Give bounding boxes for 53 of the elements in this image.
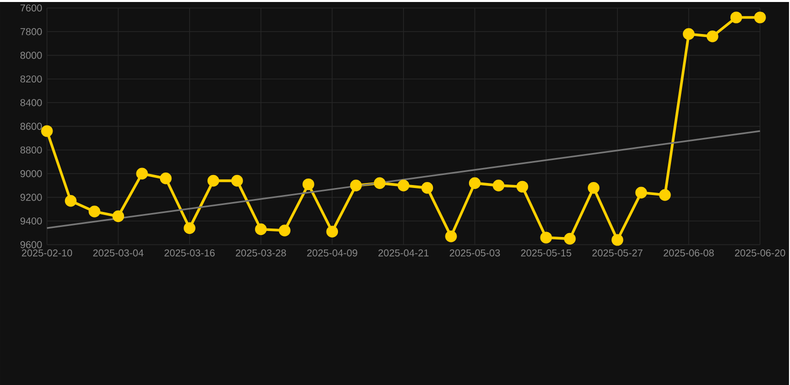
y-tick-label: 8400 <box>20 98 42 106</box>
point <box>231 174 243 186</box>
point <box>492 179 504 192</box>
point <box>88 205 100 218</box>
x-tick-label: 2025-06-20 <box>734 249 786 256</box>
point <box>516 180 528 192</box>
x-tick-label: 2025-06-08 <box>664 249 714 256</box>
point <box>682 28 695 40</box>
point <box>41 124 53 137</box>
point <box>302 178 314 190</box>
point <box>612 234 624 246</box>
x-tick-label: 2025-03-16 <box>164 249 215 256</box>
point <box>468 177 481 189</box>
point <box>706 30 718 42</box>
point <box>445 230 457 242</box>
x-tick-label: 2025-03-28 <box>236 249 286 256</box>
y-tick-label: 9000 <box>20 170 42 177</box>
point <box>398 179 410 192</box>
point <box>64 194 77 207</box>
x-tick-label: 2025-03-04 <box>93 249 144 256</box>
point <box>350 179 362 192</box>
point <box>588 182 600 194</box>
point <box>184 222 196 234</box>
x-tick-label: 2025-05-27 <box>592 249 642 256</box>
point <box>255 223 267 235</box>
x-tick-label: 2025-04-09 <box>307 249 358 256</box>
point <box>136 168 148 180</box>
point <box>112 210 124 222</box>
point <box>374 177 386 189</box>
point <box>635 186 648 198</box>
y-tick-label: 9200 <box>20 194 42 201</box>
point <box>730 11 742 24</box>
point <box>659 188 671 201</box>
y-tick-label: 9400 <box>20 217 42 224</box>
point <box>278 224 290 236</box>
y-tick-label: 7800 <box>20 28 42 35</box>
point <box>421 182 434 194</box>
x-tick-label: 2025-05-03 <box>450 249 500 256</box>
y-tick-label: 8600 <box>20 122 42 130</box>
point <box>160 172 172 184</box>
y-tick-label: 9600 <box>20 240 42 248</box>
y-tick-label: 7600 <box>20 4 42 12</box>
x-tick-label: 2025-02-10 <box>22 249 72 256</box>
point <box>207 174 220 186</box>
y-tick-label: 8200 <box>20 75 42 82</box>
point <box>326 226 338 238</box>
point <box>540 231 552 244</box>
x-tick-label: 2025-05-15 <box>521 249 572 256</box>
point <box>564 232 576 244</box>
point <box>754 11 766 24</box>
y-tick-label: 8000 <box>20 52 42 59</box>
y-tick-label: 8800 <box>20 146 42 154</box>
x-tick-label: 2025-04-21 <box>378 249 429 256</box>
